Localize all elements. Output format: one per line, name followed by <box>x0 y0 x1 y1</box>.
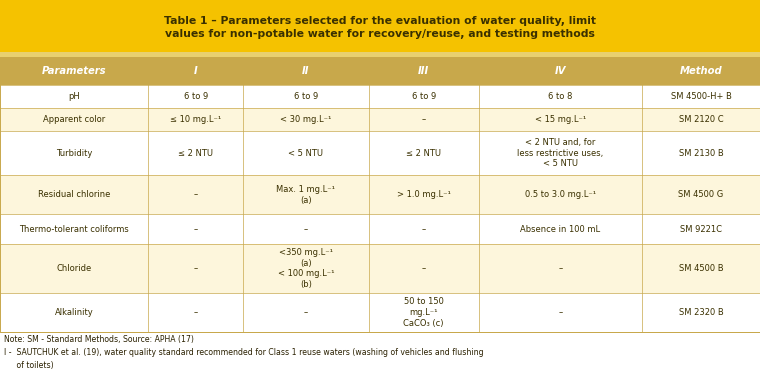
Text: ≤ 10 mg.L⁻¹: ≤ 10 mg.L⁻¹ <box>170 115 221 124</box>
Bar <box>0 52 760 57</box>
Text: 0.5 to 3.0 mg.L⁻¹: 0.5 to 3.0 mg.L⁻¹ <box>525 190 596 199</box>
Text: –: – <box>194 225 198 234</box>
Bar <box>0 131 760 175</box>
Text: –: – <box>422 225 426 234</box>
Text: III: III <box>418 66 429 76</box>
Text: II: II <box>302 66 309 76</box>
Text: SM 9221C: SM 9221C <box>680 225 722 234</box>
Text: I: I <box>194 66 198 76</box>
Text: pH: pH <box>68 92 80 101</box>
Text: –: – <box>194 190 198 199</box>
Text: SM 2320 B: SM 2320 B <box>679 308 724 317</box>
Text: SM 2120 C: SM 2120 C <box>679 115 724 124</box>
Bar <box>0 57 760 85</box>
Text: Thermo-tolerant coliforms: Thermo-tolerant coliforms <box>19 225 129 234</box>
Text: –: – <box>559 308 562 317</box>
Text: SM 4500 G: SM 4500 G <box>679 190 724 199</box>
Text: < 15 mg.L⁻¹: < 15 mg.L⁻¹ <box>535 115 586 124</box>
Text: I -  SAUTCHUK et al. (19), water quality standard recommended for Class 1 reuse : I - SAUTCHUK et al. (19), water quality … <box>4 348 483 357</box>
Text: IV: IV <box>555 66 566 76</box>
Bar <box>0 108 760 131</box>
Text: 50 to 150
mg.L⁻¹
CaCO₃ (c): 50 to 150 mg.L⁻¹ CaCO₃ (c) <box>404 297 444 328</box>
Text: –: – <box>194 264 198 273</box>
Text: ≤ 2 NTU: ≤ 2 NTU <box>406 149 442 157</box>
Text: Apparent color: Apparent color <box>43 115 105 124</box>
Text: Parameters: Parameters <box>42 66 106 76</box>
Text: 6 to 9: 6 to 9 <box>294 92 318 101</box>
Bar <box>0 85 760 108</box>
Text: –: – <box>304 308 308 317</box>
Text: of toilets): of toilets) <box>4 361 54 370</box>
Bar <box>0 175 760 214</box>
Text: <350 mg.L⁻¹
(a)
< 100 mg.L⁻¹
(b): <350 mg.L⁻¹ (a) < 100 mg.L⁻¹ (b) <box>277 248 334 289</box>
Bar <box>0 57 760 332</box>
Text: 6 to 8: 6 to 8 <box>548 92 573 101</box>
Text: –: – <box>194 308 198 317</box>
Text: –: – <box>559 264 562 273</box>
Text: SM 4500 B: SM 4500 B <box>679 264 724 273</box>
Text: values for non-potable water for recovery/reuse, and testing methods: values for non-potable water for recover… <box>165 29 595 39</box>
Text: SM 2130 B: SM 2130 B <box>679 149 724 157</box>
Bar <box>0 0 760 52</box>
Text: SM 4500-H+ B: SM 4500-H+ B <box>670 92 732 101</box>
Text: < 2 NTU and, for
less restrictive uses,
< 5 NTU: < 2 NTU and, for less restrictive uses, … <box>518 138 603 168</box>
Text: 6 to 9: 6 to 9 <box>412 92 435 101</box>
Text: Turbidity: Turbidity <box>56 149 92 157</box>
Bar <box>0 244 760 293</box>
Text: –: – <box>422 264 426 273</box>
Text: –: – <box>422 115 426 124</box>
Text: Chloride: Chloride <box>56 264 92 273</box>
Text: < 5 NTU: < 5 NTU <box>288 149 324 157</box>
Text: Max. 1 mg.L⁻¹
(a): Max. 1 mg.L⁻¹ (a) <box>277 185 335 205</box>
Text: < 30 mg.L⁻¹: < 30 mg.L⁻¹ <box>280 115 331 124</box>
Text: Note: SM - Standard Methods, Source: APHA (17): Note: SM - Standard Methods, Source: APH… <box>4 335 194 344</box>
Text: Absence in 100 mL: Absence in 100 mL <box>521 225 600 234</box>
Text: Method: Method <box>679 66 723 76</box>
Text: ≤ 2 NTU: ≤ 2 NTU <box>178 149 214 157</box>
Text: > 1.0 mg.L⁻¹: > 1.0 mg.L⁻¹ <box>397 190 451 199</box>
Text: Residual chlorine: Residual chlorine <box>38 190 110 199</box>
Text: –: – <box>304 225 308 234</box>
Text: Alkalinity: Alkalinity <box>55 308 93 317</box>
Text: 6 to 9: 6 to 9 <box>184 92 207 101</box>
Bar <box>0 214 760 244</box>
Bar <box>0 293 760 332</box>
Text: Table 1 – Parameters selected for the evaluation of water quality, limit: Table 1 – Parameters selected for the ev… <box>164 16 596 26</box>
